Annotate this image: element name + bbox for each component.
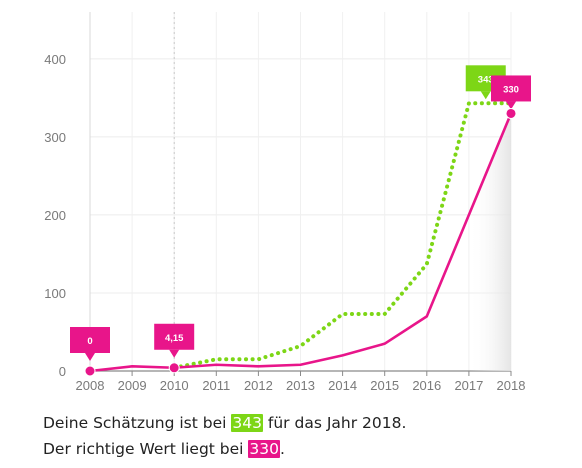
x-tick-label: 2013 — [286, 378, 315, 393]
estimate-caption: Deine Schätzung ist bei 343 für das Jahr… — [43, 412, 406, 434]
data-point-marker — [505, 107, 517, 119]
actual-value-badge: 330 — [248, 440, 281, 458]
line-chart: 0 100 200 300 400 2008 2009 2010 2011 2012 2013 201… — [44, 12, 531, 393]
value-label: 4,15 — [165, 333, 184, 344]
x-tick-label: 2010 — [160, 378, 189, 393]
y-tick-label: 0 — [59, 364, 66, 379]
data-point-marker — [84, 365, 96, 377]
x-tick-label: 2015 — [370, 378, 399, 393]
x-tick-label: 2018 — [497, 378, 526, 393]
actual-caption: Der richtige Wert liegt bei 330. — [43, 438, 285, 460]
y-tick-label: 100 — [44, 286, 66, 301]
value-label-pointer — [506, 101, 516, 110]
actual-caption-prefix: Der richtige Wert liegt bei — [43, 440, 249, 458]
x-tick-label: 2016 — [412, 378, 441, 393]
x-tick-label: 2012 — [244, 378, 273, 393]
x-tick-label: 2008 — [76, 378, 105, 393]
value-label: 343 — [478, 74, 494, 85]
estimate-value-badge: 343 — [231, 414, 263, 432]
x-tick-label: 2014 — [328, 378, 357, 393]
value-label-pointer — [169, 349, 180, 358]
actual-caption-suffix: . — [280, 440, 285, 458]
x-tick-label: 2009 — [118, 378, 147, 393]
value-label-pointer — [480, 91, 491, 100]
value-label-pointer — [85, 353, 95, 361]
actual-line — [88, 112, 513, 373]
value-label-box — [154, 323, 195, 350]
actual-area-fill — [468, 113, 511, 372]
y-tick-label: 200 — [44, 208, 66, 223]
y-tick-label: 300 — [44, 130, 66, 145]
estimate-caption-suffix: für das Jahr 2018. — [262, 414, 407, 432]
value-label-box — [491, 75, 531, 102]
data-point-marker — [168, 362, 180, 374]
value-label-box — [70, 327, 110, 353]
estimate-caption-prefix: Deine Schätzung ist bei — [43, 414, 232, 432]
value-label: 0 — [87, 336, 92, 347]
y-tick-label: 400 — [44, 52, 66, 67]
x-tick-label: 2011 — [202, 378, 230, 393]
x-tick-label: 2017 — [454, 378, 483, 393]
value-label: 330 — [503, 84, 519, 95]
